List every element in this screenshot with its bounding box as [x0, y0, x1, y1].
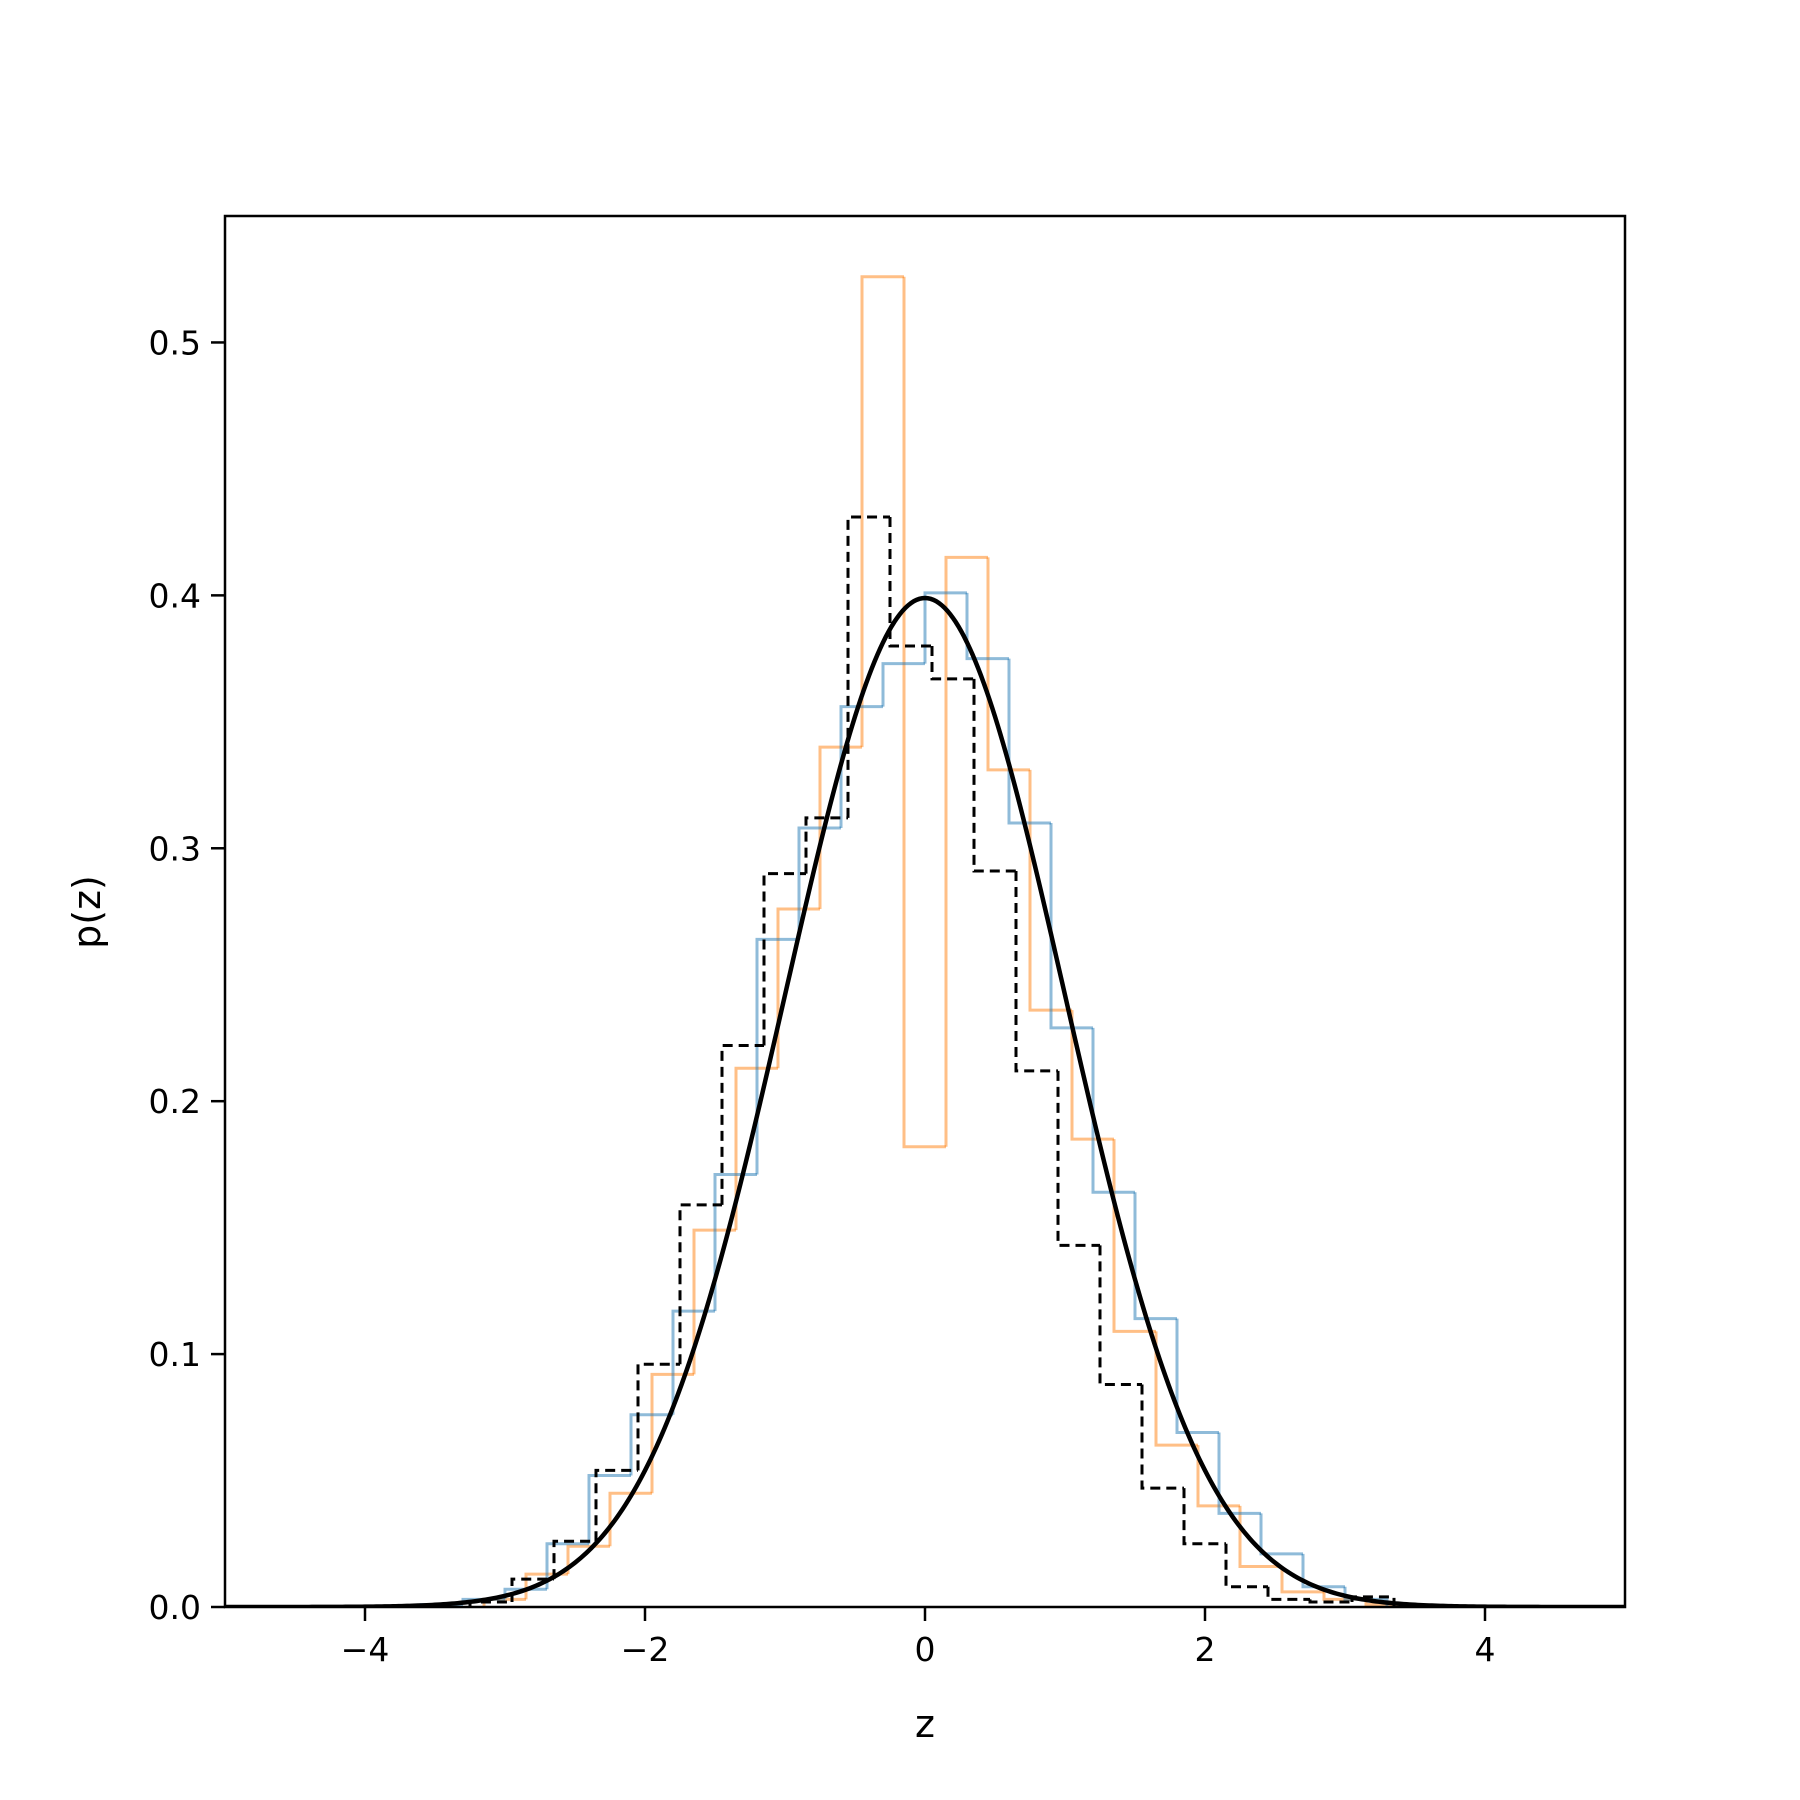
histogram-bin [902, 276, 946, 1149]
histogram-bin [545, 1542, 589, 1590]
y-tick-label: 0.1 [149, 1335, 201, 1374]
histogram-bin [860, 275, 904, 748]
histogram-bin [552, 1539, 596, 1580]
histogram-bin [678, 1203, 722, 1365]
y-axis-ticks: 0.0 0.1 0.2 0.3 0.4 0.5 [149, 323, 225, 1627]
histogram-bin [1091, 1027, 1135, 1194]
histogram-bin [944, 555, 988, 1147]
histogram-bin [930, 645, 974, 681]
histogram-bin [846, 515, 890, 818]
histogram-bin [797, 826, 841, 940]
histogram-bin [972, 678, 1016, 873]
histogram-bin [1280, 1566, 1324, 1594]
normal-pdf-curve [225, 595, 1625, 1607]
y-tick-label: 0.0 [149, 1588, 201, 1627]
x-tick-label: 2 [1195, 1630, 1216, 1669]
histogram-bin [755, 937, 799, 1175]
histogram-bin [1308, 1599, 1352, 1604]
histogram-bin [1182, 1488, 1226, 1546]
histogram-bin [629, 1413, 673, 1476]
y-tick-label: 0.2 [149, 1082, 201, 1121]
histogram-bin [986, 557, 1030, 772]
histogram-series-0 [482, 275, 1410, 1607]
histogram-series-2 [468, 515, 1396, 1607]
histogram-bin [965, 592, 1009, 661]
histogram-bin [587, 1473, 631, 1544]
histogram-bin [804, 816, 848, 874]
histogram-bin [839, 705, 883, 829]
histogram-bin [1140, 1384, 1184, 1490]
histogram-bin [923, 591, 967, 664]
histogram-bin [881, 662, 925, 707]
histogram-bin [888, 516, 932, 648]
histogram-bin [1266, 1586, 1310, 1601]
histogram-bin [594, 1468, 638, 1542]
histogram-bin [720, 1044, 764, 1205]
x-tick-label: 4 [1475, 1630, 1496, 1669]
histogram-bin [1301, 1553, 1345, 1589]
histogram-bin [734, 1066, 778, 1231]
histogram-bin [1224, 1543, 1268, 1589]
histogram-bin [636, 1362, 680, 1471]
x-tick-label: 0 [915, 1630, 936, 1669]
histogram-bin [1098, 1245, 1142, 1386]
y-axis-label: p(z) [65, 875, 109, 949]
histogram-bin [1217, 1432, 1261, 1515]
x-axis-label: z [915, 1702, 935, 1746]
histogram-bin [1154, 1331, 1198, 1447]
histogram-bin [692, 1228, 736, 1375]
y-tick-label: 0.4 [149, 576, 201, 615]
series-layer [225, 275, 1625, 1607]
plot-area [225, 275, 1625, 1607]
x-tick-label: −4 [341, 1630, 390, 1669]
histogram-bin [671, 1309, 715, 1415]
y-tick-label: 0.5 [149, 323, 201, 362]
histogram-bin [1014, 871, 1058, 1073]
x-axis-ticks: −4 −2 0 2 4 [341, 1607, 1496, 1669]
x-tick-label: −2 [621, 1630, 670, 1669]
histogram-bin [1133, 1192, 1177, 1321]
histogram-bin [762, 872, 806, 1046]
histogram-bin [1049, 822, 1093, 1030]
histogram-bin [1259, 1513, 1303, 1556]
histogram-bin [1175, 1318, 1219, 1434]
y-tick-label: 0.3 [149, 829, 201, 868]
histogram-bin [1007, 658, 1051, 825]
